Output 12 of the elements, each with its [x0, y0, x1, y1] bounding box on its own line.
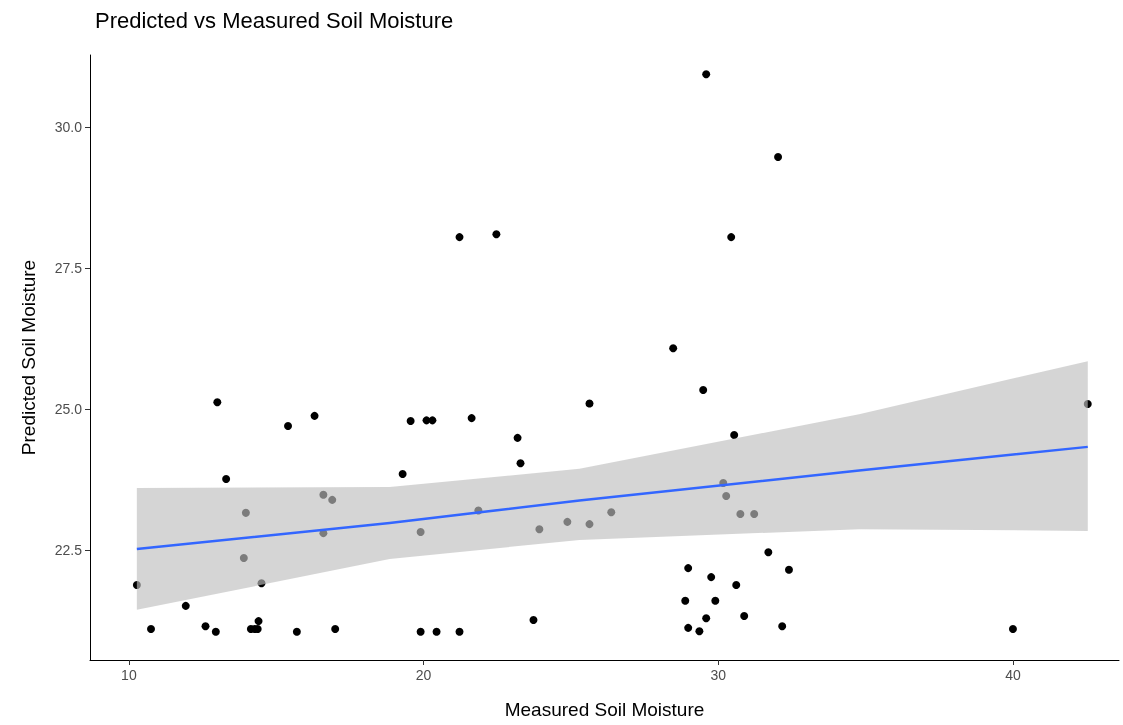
x-tick-label: 30 [710, 667, 727, 683]
x-tick-label: 20 [415, 667, 432, 683]
y-tick-label: 25.0 [54, 401, 83, 418]
y-tick-label: 27.5 [54, 260, 83, 277]
chart-title: Predicted vs Measured Soil Moisture [95, 7, 454, 33]
x-axis-title: Measured Soil Moisture [504, 699, 705, 720]
y-axis-title: Predicted Soil Moisture [18, 259, 39, 456]
x-tick-label: 10 [121, 667, 137, 683]
x-tick-label: 40 [1005, 667, 1021, 683]
y-tick-label: 30.0 [54, 119, 83, 136]
line-series [135, 445, 1090, 551]
y-tick-label: 22.5 [54, 542, 83, 559]
